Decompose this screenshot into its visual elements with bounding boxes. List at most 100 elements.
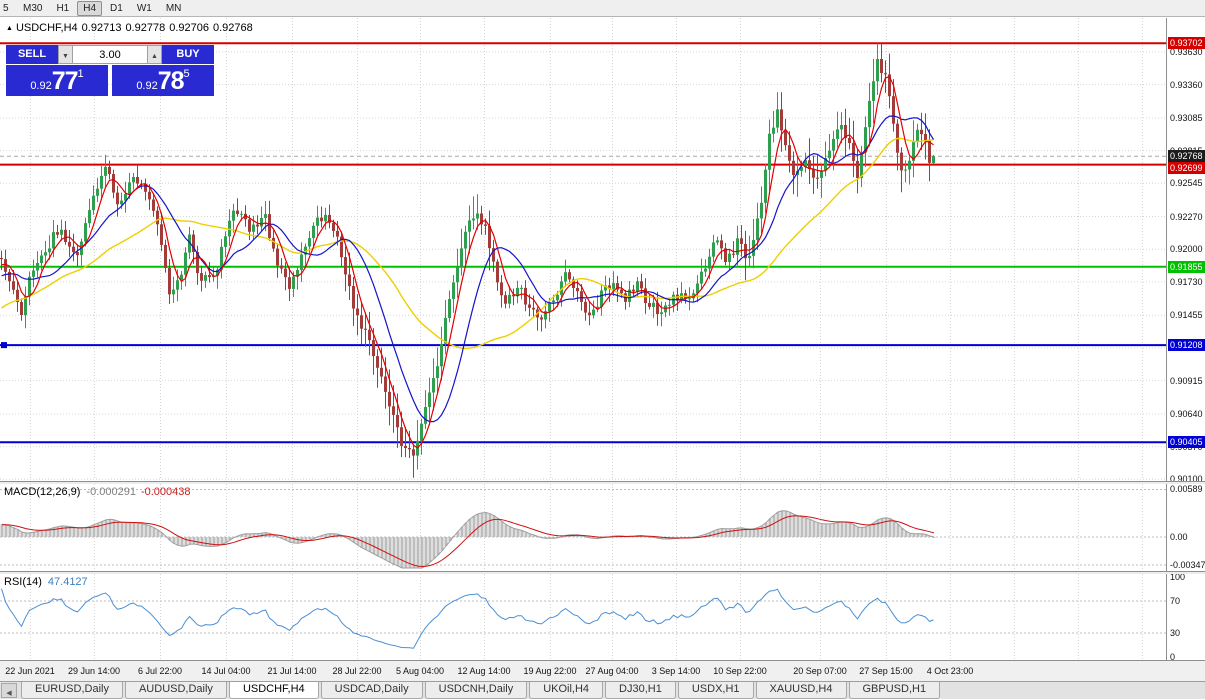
chart-ohlc-header: ▲ USDCHF,H4 0.92713 0.92778 0.92706 0.92768 bbox=[6, 22, 257, 34]
rsi-line bbox=[1, 588, 934, 649]
line-handle[interactable] bbox=[1, 342, 7, 349]
macd-signal-value: -0.000438 bbox=[140, 486, 191, 498]
chart-tab-bar: ◀ EURUSD,Daily AUDUSD,Daily USDCHF,H4 USDCA… bbox=[0, 681, 1205, 699]
sell-price-prefix: 0.92 bbox=[30, 80, 52, 92]
sell-price-big: 77 bbox=[51, 67, 79, 95]
price-tick-label: 0.90100 bbox=[1170, 474, 1203, 485]
macd-histogram bbox=[0, 510, 936, 568]
chart-tab-gbpusd-h1[interactable]: GBPUSD,H1 bbox=[848, 682, 941, 699]
timeframe-d1-button[interactable]: D1 bbox=[110, 2, 123, 14]
line-price-label: 0.91208 bbox=[1168, 339, 1205, 352]
buy-price-big: 78 bbox=[157, 67, 185, 95]
lot-size-input[interactable] bbox=[73, 45, 147, 64]
price-tick-label: 0.93360 bbox=[1170, 79, 1203, 90]
low-value: 0.92706 bbox=[169, 22, 209, 34]
line-price-label: 0.91855 bbox=[1168, 260, 1205, 273]
panel-splitter-rsi[interactable] bbox=[0, 571, 1205, 574]
macd-canvas[interactable] bbox=[0, 484, 1166, 570]
time-tick-label: 10 Sep 22:00 bbox=[713, 666, 767, 676]
price-tick-label: 0.90640 bbox=[1170, 408, 1203, 419]
open-value: 0.92713 bbox=[81, 22, 122, 34]
rsi-value: 47.4127 bbox=[47, 576, 88, 588]
bid-price-label: 0.92768 bbox=[1168, 150, 1205, 163]
line-price-label: 0.93702 bbox=[1168, 37, 1205, 50]
timeframe-h4-button[interactable]: H4 bbox=[77, 0, 103, 16]
macd-main-value: -0.000291 bbox=[86, 486, 136, 498]
up-arrow-icon: ▲ bbox=[151, 53, 158, 60]
time-scale[interactable]: 22 Jun 2021 29 Jun 14:00 6 Jul 22:00 14 Jul… bbox=[0, 660, 1205, 681]
chart-tab-xauusd-h4[interactable]: XAUUSD,H4 bbox=[755, 682, 847, 699]
price-tick-label: 0.91730 bbox=[1170, 276, 1203, 287]
buy-price-display[interactable]: 0.92 78 5 bbox=[112, 65, 214, 96]
macd-signal-line bbox=[2, 515, 935, 568]
high-value: 0.92778 bbox=[125, 22, 166, 34]
chevron-left-icon: ◀ bbox=[6, 690, 12, 697]
ma-mid-line bbox=[1, 115, 935, 423]
macd-main-line bbox=[1, 510, 935, 569]
chart-tab-usdchf-h4[interactable]: USDCHF,H4 bbox=[228, 682, 319, 699]
rsi-scale-label: 30 bbox=[1170, 628, 1181, 638]
chart-tab-usdcnh-daily[interactable]: USDCNH,Daily bbox=[424, 682, 528, 699]
chart-tab-usdx-h1[interactable]: USDX,H1 bbox=[677, 682, 754, 699]
chart-tab-dj30-h1[interactable]: DJ30,H1 bbox=[605, 682, 676, 699]
sell-price-display[interactable]: 0.92 77 1 bbox=[6, 65, 108, 96]
rsi-scale-label: 0 bbox=[1170, 652, 1176, 660]
rsi-title: RSI(14) bbox=[4, 576, 42, 588]
timeframe-mn-button[interactable]: MN bbox=[165, 2, 182, 14]
time-tick-label: 12 Aug 14:00 bbox=[457, 666, 511, 676]
time-tick-label: 21 Jul 14:00 bbox=[267, 666, 317, 676]
price-tick-label: 0.92545 bbox=[1170, 178, 1203, 189]
candles-layer bbox=[0, 43, 935, 478]
tab-scroll-left-button[interactable]: ◀ bbox=[1, 683, 17, 698]
macd-scale-label: 0.00589 bbox=[1170, 484, 1203, 495]
sell-price-sup: 1 bbox=[77, 68, 84, 80]
time-tick-label: 5 Aug 04:00 bbox=[395, 666, 445, 676]
timeframe-toolbar: 5 M30 H1 H4 D1 W1 MN bbox=[0, 0, 1205, 17]
rsi-scale-label: 100 bbox=[1170, 572, 1186, 582]
chart-tab-eurusd-daily[interactable]: EURUSD,Daily bbox=[21, 682, 123, 699]
time-tick-label: 14 Jul 04:00 bbox=[201, 666, 251, 676]
macd-scale-label: 0.00 bbox=[1170, 532, 1188, 542]
timeframe-w1-button[interactable]: W1 bbox=[136, 2, 152, 14]
lot-decrease-button[interactable]: ▼ bbox=[58, 45, 73, 64]
price-tick-label: 0.91455 bbox=[1170, 310, 1203, 321]
rsi-canvas[interactable] bbox=[0, 574, 1166, 660]
macd-scale-label: -0.00347 bbox=[1170, 559, 1205, 570]
time-tick-label: 27 Aug 04:00 bbox=[585, 666, 639, 676]
rsi-label: RSI(14) 47.4127 bbox=[4, 576, 88, 588]
time-tick-label: 3 Sep 14:00 bbox=[651, 666, 701, 676]
time-tick-label: 28 Jul 22:00 bbox=[332, 666, 382, 676]
buy-button[interactable]: BUY bbox=[162, 45, 214, 64]
timeframe-m30-button[interactable]: M30 bbox=[23, 2, 43, 14]
price-tick-label: 0.93630 bbox=[1170, 46, 1203, 57]
price-chart-canvas[interactable] bbox=[0, 18, 1166, 480]
timeframe-5-button[interactable]: 5 bbox=[3, 2, 9, 14]
timeframe-h1-button[interactable]: H1 bbox=[56, 2, 70, 14]
buy-price-sup: 5 bbox=[183, 68, 190, 80]
sell-button[interactable]: SELL bbox=[6, 45, 58, 64]
buy-price-prefix: 0.92 bbox=[136, 80, 158, 92]
price-tick-label: 0.93085 bbox=[1170, 112, 1203, 123]
time-tick-label: 22 Jun 2021 bbox=[5, 666, 55, 676]
price-tick-label: 0.92000 bbox=[1170, 244, 1203, 255]
time-tick-label: 27 Sep 15:00 bbox=[859, 666, 913, 676]
symbol-label: USDCHF,H4 bbox=[15, 22, 78, 34]
price-scale[interactable]: 0.936300.933600.930850.928150.925450.922… bbox=[1166, 18, 1205, 660]
chart-tab-usdcad-daily[interactable]: USDCAD,Daily bbox=[320, 682, 423, 699]
one-click-trading-panel: SELL ▼ ▲ BUY 0.92 77 1 0.92 78 5 bbox=[6, 45, 214, 96]
line-price-label: 0.90405 bbox=[1168, 436, 1205, 449]
chart-marker-icon: ▲ bbox=[6, 25, 13, 32]
panel-splitter-macd[interactable] bbox=[0, 481, 1205, 484]
macd-label: MACD(12,26,9) -0.000291 -0.000438 bbox=[4, 486, 191, 498]
price-tick-label: 0.90915 bbox=[1170, 375, 1203, 386]
time-tick-label: 20 Sep 07:00 bbox=[793, 666, 847, 676]
time-tick-label: 29 Jun 14:00 bbox=[67, 666, 121, 676]
rsi-scale-label: 70 bbox=[1170, 596, 1181, 606]
chart-tab-audusd-daily[interactable]: AUDUSD,Daily bbox=[124, 682, 227, 699]
chart-tab-ukoil-h4[interactable]: UKOil,H4 bbox=[529, 682, 604, 699]
price-tick-label: 0.92270 bbox=[1170, 211, 1203, 222]
lot-increase-button[interactable]: ▲ bbox=[147, 45, 162, 64]
ma-slow-line bbox=[1, 137, 934, 350]
ma-fast-line bbox=[1, 76, 934, 449]
down-arrow-icon: ▼ bbox=[62, 53, 69, 60]
